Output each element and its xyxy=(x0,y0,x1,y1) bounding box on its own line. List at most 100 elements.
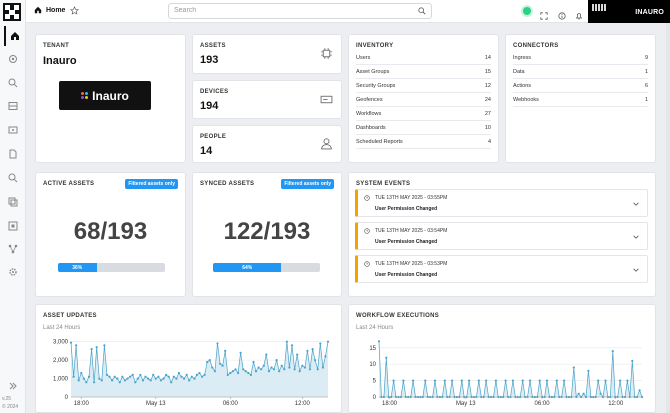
data-point xyxy=(244,370,247,373)
inventory-row[interactable]: Scheduled Reports 4 xyxy=(356,135,491,149)
data-point xyxy=(314,359,317,362)
data-point xyxy=(75,344,78,347)
data-point xyxy=(412,379,415,382)
system-events-title: SYSTEM EVENTS xyxy=(356,181,411,187)
info-button[interactable] xyxy=(558,7,566,20)
fullscreen-icon xyxy=(540,12,548,20)
page-scrollbar[interactable] xyxy=(666,23,670,413)
connector-row-label: Actions xyxy=(513,83,532,89)
sidebar-item-search[interactable] xyxy=(6,76,20,90)
sidebar-item-home[interactable] xyxy=(0,26,26,46)
data-point xyxy=(377,340,381,343)
synced-assets-ratio: 122/193 xyxy=(223,218,311,245)
data-point xyxy=(385,356,388,359)
data-point xyxy=(206,360,209,364)
connector-row[interactable]: Data 1 xyxy=(513,65,648,79)
connector-row[interactable]: Actions 6 xyxy=(513,79,648,93)
copy-icon xyxy=(8,197,18,207)
data-point xyxy=(136,377,139,380)
notifications-button[interactable] xyxy=(575,7,583,20)
data-point xyxy=(631,359,634,362)
active-assets-ratio: 68/193 xyxy=(73,218,148,245)
data-point xyxy=(280,364,283,367)
sidebar: v.25 © 2024 xyxy=(0,0,26,413)
people-card[interactable]: PEOPLE 14 xyxy=(192,125,342,163)
inventory-title: INVENTORY xyxy=(356,43,394,49)
search-box[interactable] xyxy=(168,3,432,19)
sidebar-item-documents[interactable] xyxy=(6,147,20,161)
sidebar-item-assets[interactable] xyxy=(6,52,20,66)
clock-icon xyxy=(364,195,370,201)
chevron-down-icon[interactable] xyxy=(632,200,640,208)
fullscreen-button[interactable] xyxy=(540,7,548,20)
search-input[interactable] xyxy=(174,7,404,14)
tenant-logo-text: Inauro xyxy=(92,88,129,103)
data-point xyxy=(619,379,622,382)
y-tick-label: 3,000 xyxy=(53,340,69,346)
data-point xyxy=(201,375,204,378)
data-point xyxy=(604,379,607,382)
data-point xyxy=(306,349,309,352)
search-icon[interactable] xyxy=(418,7,426,15)
event-item[interactable]: TUE 13TH MAY 2025 - 03:53PM User Permiss… xyxy=(355,255,648,283)
info-icon xyxy=(558,12,566,20)
data-point xyxy=(159,379,163,382)
inventory-row[interactable]: Workflows 27 xyxy=(356,107,491,121)
inventory-row-value: 14 xyxy=(484,55,491,61)
data-point xyxy=(193,377,196,380)
workflow-icon xyxy=(8,244,18,254)
data-point xyxy=(95,346,98,349)
connector-row[interactable]: Webhooks 1 xyxy=(513,93,648,107)
inventory-row[interactable]: Dashboards 10 xyxy=(356,121,491,135)
user-menu[interactable]: INAURO xyxy=(588,0,670,23)
data-point xyxy=(237,371,240,375)
chevron-down-icon[interactable] xyxy=(632,266,640,274)
device-icon xyxy=(320,93,333,106)
inventory-row-label: Workflows xyxy=(356,111,382,117)
event-time: TUE 13TH MAY 2025 - 03:55PM xyxy=(375,195,448,201)
data-point xyxy=(254,370,258,373)
sidebar-item-grid[interactable] xyxy=(6,219,20,233)
connectors-card: CONNECTORS Ingress 9 Data 1 Actions 6 Webho… xyxy=(505,34,656,163)
sidebar-item-lists[interactable] xyxy=(6,99,20,113)
chevron-down-icon[interactable] xyxy=(632,233,640,241)
synced-assets-title: SYNCED ASSETS xyxy=(200,181,255,187)
event-item[interactable]: TUE 13TH MAY 2025 - 03:55PM User Permiss… xyxy=(355,189,648,217)
data-point xyxy=(239,351,242,354)
data-point xyxy=(216,342,219,345)
data-point xyxy=(460,379,463,382)
sidebar-item-settings[interactable] xyxy=(6,265,20,279)
data-point xyxy=(123,379,127,382)
active-assets-progress-fill: 36% xyxy=(58,263,97,272)
user-avatar xyxy=(592,4,606,11)
devices-card[interactable]: DEVICES 194 xyxy=(192,80,342,119)
data-point xyxy=(443,379,446,382)
sidebar-item-zoom[interactable] xyxy=(6,171,20,185)
data-point xyxy=(303,366,306,369)
data-point xyxy=(545,379,549,382)
sidebar-expand-button[interactable] xyxy=(6,379,20,393)
event-item[interactable]: TUE 13TH MAY 2025 - 03:54PM User Permiss… xyxy=(355,222,648,250)
sidebar-item-copies[interactable] xyxy=(6,195,20,209)
assets-card[interactable]: ASSETS 193 xyxy=(192,34,342,74)
inventory-row[interactable]: Asset Groups 15 xyxy=(356,65,491,79)
app-logo[interactable] xyxy=(3,3,21,21)
data-point xyxy=(477,379,480,382)
data-point xyxy=(298,370,301,373)
data-point xyxy=(82,377,85,380)
inventory-row[interactable]: Geofences 24 xyxy=(356,93,491,107)
data-point xyxy=(433,379,437,382)
data-point xyxy=(587,369,590,372)
connector-row-value: 1 xyxy=(644,97,648,103)
sidebar-item-workflows[interactable] xyxy=(6,242,20,256)
data-point xyxy=(582,392,585,395)
breadcrumb-home[interactable]: Home xyxy=(34,6,65,14)
inventory-row[interactable]: Security Groups 12 xyxy=(356,79,491,93)
synced-assets-card: SYNCED ASSETS Filtered assets only 122/1… xyxy=(192,172,342,297)
connector-row[interactable]: Ingress 9 xyxy=(513,51,648,65)
data-point xyxy=(167,375,170,378)
inventory-row[interactable]: Users 14 xyxy=(356,51,491,65)
sidebar-item-screens[interactable] xyxy=(6,123,20,137)
data-point xyxy=(144,375,147,378)
favorite-star-icon[interactable] xyxy=(70,6,79,15)
